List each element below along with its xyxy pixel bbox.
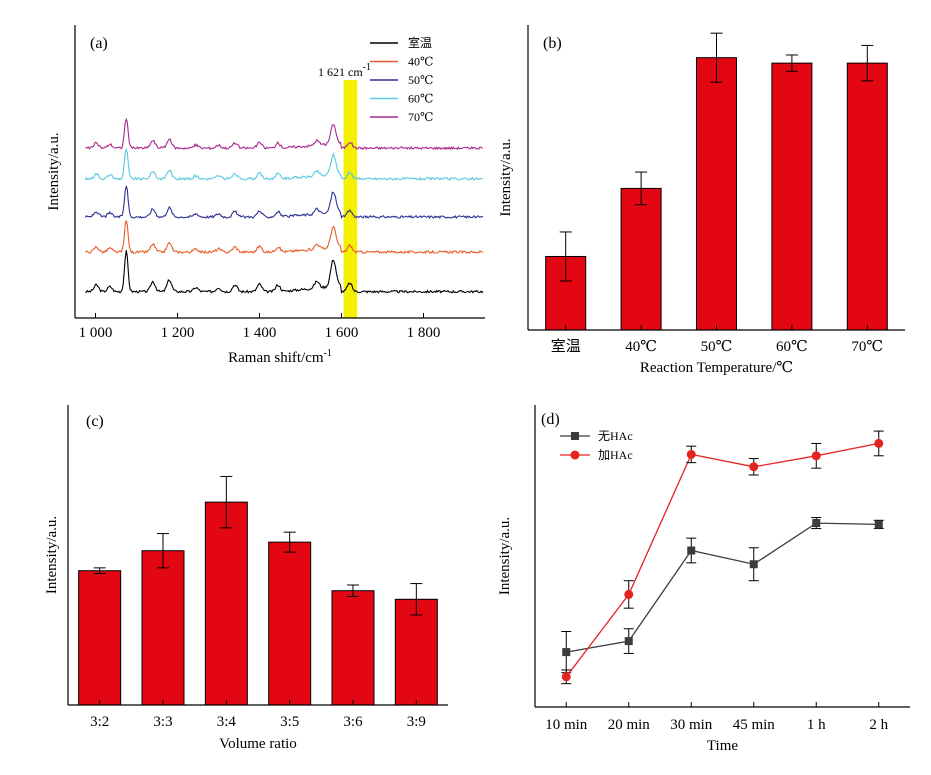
marker-circle-4 [811,451,821,461]
spectrum-line-4 [85,117,484,151]
marker-square-3 [749,560,758,569]
bar-3 [771,62,813,331]
x-tick-label: 20 min [608,717,651,733]
x-axis-title: Time [707,738,738,754]
marker-circle-2 [686,449,696,459]
spectrum-line-2 [84,185,484,220]
highlight-band [343,80,358,318]
y-axis-title: Intensity/a.u. [46,132,62,210]
marker-square-0 [562,648,571,657]
marker-square-1 [624,637,633,646]
panel-label: (a) [90,35,108,52]
x-tick-label: 1 600 [325,325,359,341]
legend-marker-0 [571,432,579,440]
bar-0 [78,570,122,706]
bar-4 [331,590,375,706]
panel-b: 室温 40℃ 50℃ 60℃ 70℃ Reaction Temperature/℃ Inte… [498,25,905,376]
spectrum-line-1 [84,220,484,255]
x-axis-title: Raman shift/cm-1 [228,348,332,366]
x-tick-label: 1 000 [79,325,113,341]
x-tick-label: 3:6 [343,714,363,730]
x-tick-label: 40℃ [625,339,657,355]
marker-circle-3 [749,462,759,472]
series-line-0 [566,522,879,653]
annotation-label: 1 621 cm-1 [318,62,371,79]
bar-4 [846,62,888,331]
legend-marker-1 [570,450,580,460]
bar-1 [141,550,185,706]
x-tick-label: 1 400 [243,325,277,341]
bar-1 [620,187,662,331]
x-tick-label: 室温 [551,338,581,355]
panel-a: 1 000 1 200 1 400 1 600 1 800 Raman shift/cm-… [46,25,485,366]
legend-label-3: 60℃ [408,92,433,106]
x-tick-label: 3:2 [90,714,109,730]
bar-2 [696,57,737,331]
x-tick-label: 3:5 [280,714,299,730]
x-tick-label: 45 min [733,717,776,733]
x-tick-label: 70℃ [851,339,883,355]
x-tick-label: 1 h [807,717,826,733]
spectrum-line-0 [85,250,484,294]
x-tick-label: 2 h [869,717,888,733]
marker-square-4 [812,519,821,528]
y-axis-title: Intensity/a.u. [44,516,60,594]
panel-c: 3:2 3:3 3:4 3:5 3:6 3:9 Volume ratio Intensity/… [44,405,448,752]
series-line-1 [565,442,879,678]
panel-label: (b) [543,35,562,52]
x-axis-title: Volume ratio [219,736,297,752]
legend-label-1: 40℃ [408,55,433,69]
legend-label-0: 室温 [408,35,432,50]
panel-d: 10 min 20 min 30 min 45 min 1 h 2 h 无HAc 加HAc Ti… [497,405,910,754]
x-tick-label: 30 min [670,717,713,733]
y-axis-title: Intensity/a.u. [498,138,514,216]
x-tick-label: 60℃ [776,339,808,355]
x-tick-label: 50℃ [701,339,733,355]
x-tick-label: 3:4 [217,714,237,730]
bar-5 [394,598,438,706]
x-tick-label: 10 min [545,717,588,733]
x-tick-label: 3:9 [407,714,426,730]
y-axis-title: Intensity/a.u. [497,517,513,595]
marker-circle-0 [561,672,571,682]
marker-square-5 [874,520,883,529]
legend-label-0: 无HAc [598,429,633,443]
legend-label-4: 70℃ [408,110,433,124]
panel-label: (c) [86,413,104,430]
bar-2 [204,501,248,706]
marker-circle-1 [624,589,634,599]
spectrum-line-3 [84,147,484,181]
marker-circle-5 [874,438,884,448]
marker-square-2 [687,546,696,555]
bar-3 [268,541,312,706]
x-tick-label: 1 200 [161,325,195,341]
panel-label: (d) [541,411,560,428]
legend-label-1: 加HAc [598,448,633,462]
bar-0 [545,255,587,331]
x-axis-title: Reaction Temperature/℃ [640,360,793,376]
x-tick-label: 1 800 [407,325,441,341]
legend-label-2: 50℃ [408,73,433,87]
x-tick-label: 3:3 [153,714,172,730]
